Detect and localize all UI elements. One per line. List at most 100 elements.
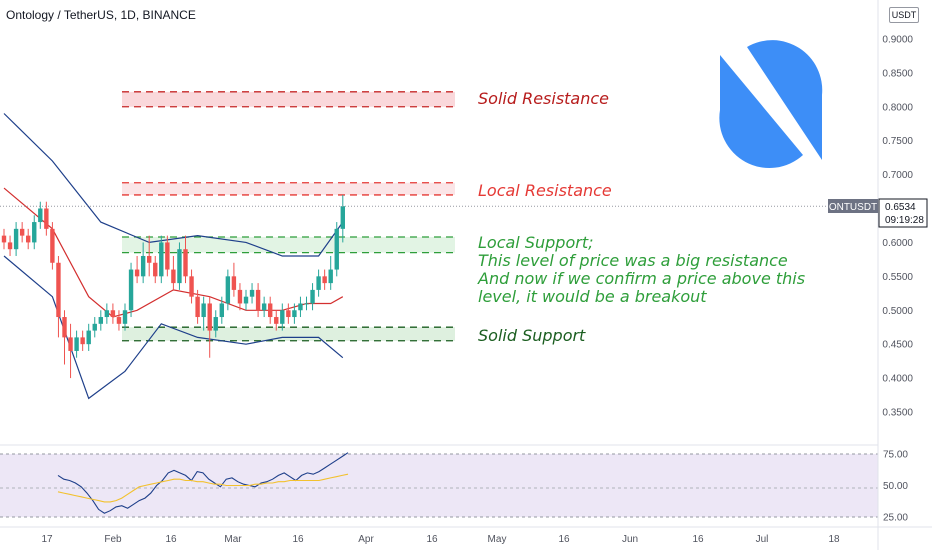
time-tick: 16 [292,534,304,545]
price-tag-countdown: 09:19:28 [885,215,924,226]
time-tick: Feb [104,534,122,545]
price-tick: 0.3500 [882,408,913,419]
candle [340,206,345,229]
time-axis: 17 Feb 16 Mar 16 Apr 16 May 16 Jun 16 Jul 18 [41,534,840,545]
candle [147,255,152,263]
candle [110,310,116,318]
candle [274,317,279,324]
candle [237,289,243,304]
time-tick: 16 [426,534,438,545]
candle [304,303,309,305]
time-tick: 16 [558,534,570,545]
candle [104,310,110,318]
candle [80,337,85,345]
candle [122,310,128,324]
candle [322,276,327,284]
solid-resistance-label: Solid Resistance [478,89,609,108]
bollinger-bands [3,113,344,400]
candle [134,269,140,277]
time-tick: 18 [828,534,840,545]
candle [213,317,218,331]
logo-left-shape [719,55,803,169]
local-support-line-4: level, it would be a breakout [478,287,707,306]
time-tick: Apr [358,534,374,545]
candle [140,255,146,277]
price-tick: 0.7000 [882,170,913,181]
candle [44,208,49,229]
candle [32,222,37,243]
price-tick: 0.4500 [882,340,913,351]
candle [249,289,255,297]
bollinger-upper [3,113,344,257]
ontology-logo [719,40,823,169]
price-tick: 0.8500 [882,68,913,79]
rsi-lines [57,452,349,514]
symbol-tag: ONTUSDT [829,202,877,213]
logo-right-shape [747,40,823,160]
price-tag: ONTUSDT 0.6534 09:19:28 [828,198,928,228]
candle [243,296,249,304]
candle [189,276,194,297]
candle [50,228,55,263]
rsi-axis: 25.00 50.00 75.00 [883,450,908,524]
price-tick: 0.7500 [882,136,913,147]
candle [286,310,291,318]
price-tick: 0.5000 [882,306,913,317]
price-tick: 0.8000 [882,102,913,113]
price-tick: 0.9000 [882,34,913,45]
local-support-line-2: This level of price was a big resistance [478,251,788,270]
rsi-line [57,452,349,514]
level-zones [122,91,455,342]
candle [74,337,79,351]
time-tick: 16 [692,534,704,545]
candle [86,330,91,345]
candles [1,194,345,379]
candle [231,276,237,290]
candle [255,289,261,311]
symbol-tag-bg [828,199,878,213]
candle [171,269,176,284]
candle [128,269,134,311]
time-tick: Mar [224,534,242,545]
local-support-line-3: And now if we confirm a price above this [477,269,805,288]
chart-title: Ontology / TetherUS, 1D, BINANCE [6,8,196,22]
candle [7,242,13,250]
candle [98,317,103,324]
candle [92,323,97,331]
candle [159,242,164,277]
candle [153,262,158,277]
time-tick: 17 [41,534,53,545]
rsi-tick: 25.00 [883,513,908,524]
solid-support-label: Solid Support [478,326,586,345]
price-tag-bg [878,198,928,228]
candle [1,235,7,243]
local-support-line-1: Local Support; [478,233,593,252]
price-tick: 0.5500 [882,272,913,283]
candle [292,310,297,318]
candle [38,208,43,223]
currency-selector[interactable]: USDT [889,7,919,23]
candle [68,337,73,351]
candle [280,310,285,324]
price-tick: 0.6000 [882,238,913,249]
candle [195,296,200,318]
candle [268,303,273,318]
candle [62,317,67,338]
candle [328,269,333,284]
candle [219,303,224,318]
candle [56,262,61,318]
candle [177,249,182,284]
rsi-band [0,454,878,517]
candle [310,289,315,304]
candle [183,249,188,277]
time-tick: Jul [756,534,769,545]
zone-2 [122,236,455,253]
price-tick: 0.4000 [882,374,913,385]
candle [261,303,267,311]
candle [116,317,122,324]
candle [165,242,170,270]
rsi-tick: 75.00 [883,450,908,461]
time-tick: May [488,534,507,545]
local-resistance-label: Local Resistance [478,181,612,200]
